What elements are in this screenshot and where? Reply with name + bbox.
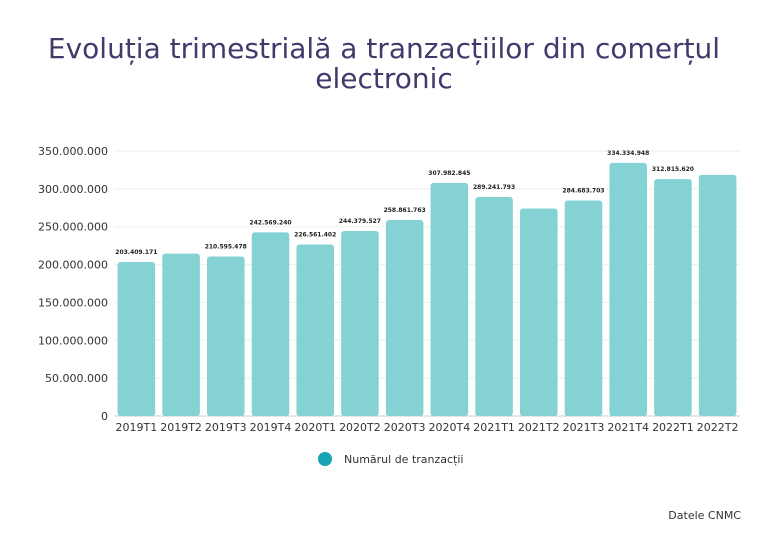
data-labels: 203.409.171 210.595.478 242.569.240226.561… bbox=[115, 150, 694, 256]
data-label: 289.241.793 bbox=[473, 184, 515, 191]
legend: Numărul de tranzacții bbox=[318, 452, 464, 466]
bar bbox=[385, 220, 424, 416]
x-tick-label: 2020T2 bbox=[339, 421, 381, 434]
data-label: 226.561.402 bbox=[294, 231, 336, 238]
y-tick-label: 100.000.000 bbox=[38, 334, 108, 347]
bar bbox=[162, 253, 200, 416]
bar bbox=[475, 197, 513, 416]
x-tick-label: 2020T4 bbox=[428, 421, 470, 434]
chart-title: Evoluția trimestrială a tranzacțiilor di… bbox=[47, 32, 721, 95]
x-tick-label: 2019T4 bbox=[250, 421, 292, 434]
legend-marker bbox=[318, 452, 332, 466]
x-tick-label: 2021T1 bbox=[473, 421, 515, 434]
bar bbox=[251, 232, 290, 416]
x-tick-label: 2019T3 bbox=[205, 421, 247, 434]
data-label: 334.334.948 bbox=[607, 150, 649, 157]
y-tick-label: 200.000.000 bbox=[38, 259, 108, 272]
bar bbox=[430, 182, 469, 416]
data-label: 203.409.171 bbox=[115, 249, 157, 256]
x-tick-label: 2022T2 bbox=[697, 421, 739, 434]
x-axis: 2019T1 2019T2 2019T3 2019T4 2020T1 2020T2 2020… bbox=[115, 421, 738, 434]
bar bbox=[117, 261, 156, 416]
bars bbox=[117, 162, 737, 416]
data-label: 244.379.527 bbox=[339, 218, 381, 225]
y-tick-label: 150.000.000 bbox=[38, 296, 108, 309]
x-tick-label: 2020T3 bbox=[384, 421, 426, 434]
source-note: Datele CNMC bbox=[668, 509, 741, 522]
data-label: 307.982.845 bbox=[428, 170, 470, 177]
bar bbox=[296, 244, 334, 416]
y-tick-label: 50.000.000 bbox=[45, 372, 108, 385]
data-label: 284.683.703 bbox=[562, 187, 604, 194]
data-label: 258.861.763 bbox=[384, 207, 426, 214]
x-tick-label: 2019T1 bbox=[115, 421, 157, 434]
bar bbox=[520, 208, 558, 416]
bar bbox=[654, 179, 692, 416]
x-tick-label: 2022T1 bbox=[652, 421, 694, 434]
y-tick-label: 250.000.000 bbox=[38, 221, 108, 234]
data-label: 210.595.478 bbox=[205, 244, 247, 251]
bar bbox=[207, 256, 245, 416]
x-tick-label: 2019T2 bbox=[160, 421, 202, 434]
x-tick-label: 2020T1 bbox=[294, 421, 336, 434]
x-tick-label: 2021T2 bbox=[518, 421, 560, 434]
data-label: 312.815.620 bbox=[652, 166, 694, 173]
y-axis: 0 50.000.000 100.000.000 150.000.000 200.000… bbox=[38, 145, 108, 423]
y-tick-label: 0 bbox=[101, 410, 108, 423]
bar bbox=[341, 230, 379, 416]
x-tick-label: 2021T3 bbox=[563, 421, 605, 434]
bar bbox=[564, 200, 603, 416]
bar bbox=[609, 162, 647, 416]
bar bbox=[698, 174, 737, 416]
legend-label: Numărul de tranzacții bbox=[344, 452, 464, 466]
x-tick-label: 2021T4 bbox=[607, 421, 649, 434]
y-tick-label: 300.000.000 bbox=[38, 183, 108, 196]
y-tick-label: 350.000.000 bbox=[38, 145, 108, 158]
data-label: 242.569.240 bbox=[249, 219, 291, 226]
